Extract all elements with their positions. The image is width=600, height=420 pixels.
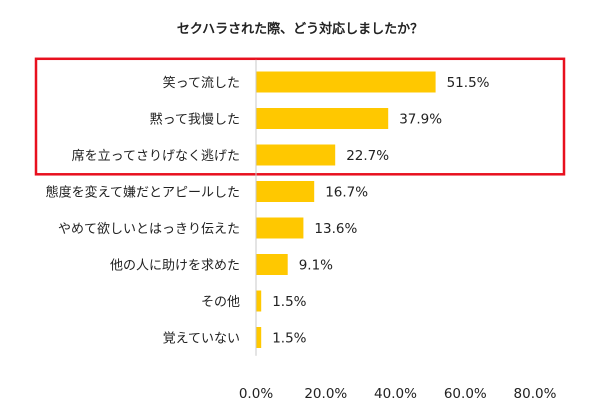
x-tick-label: 60.0% [444,386,487,402]
category-label: その他 [201,295,240,310]
bar [256,254,288,275]
x-tick-label: 40.0% [374,386,417,402]
category-label: 席を立ってさりげなく逃げた [72,148,240,164]
bar [256,144,336,166]
category-label: 態度を変えて嫌だとアピールした [46,185,240,201]
chart-title: セクハラされた際、どう対応しましたか？ [176,22,424,37]
bar [256,71,436,93]
category-label: 他の人に助けを求めた [110,259,240,274]
value-label: 51.5% [447,75,490,91]
bar [256,217,304,239]
highlight-box [34,57,566,176]
value-label: 13.6% [314,221,357,237]
bar [256,181,315,202]
value-label: 1.5% [272,331,306,347]
x-tick-label: 80.0% [514,386,557,402]
bar [256,327,262,348]
value-label: 9.1% [299,258,333,274]
bar [256,108,389,129]
value-label: 16.7% [325,185,368,201]
value-label: 37.9% [399,112,442,128]
category-label: 黙って我慢した [150,112,240,128]
category-label: 笑って流した [163,75,240,91]
value-label: 1.5% [272,294,306,310]
bar [256,290,262,312]
x-tick-label: 20.0% [304,386,347,402]
value-label: 22.7% [346,148,389,164]
category-label: やめて欲しいとはっきり伝えた [58,221,240,237]
x-tick-label: 0.0% [239,386,273,402]
category-label: 覚えていない [163,332,240,347]
